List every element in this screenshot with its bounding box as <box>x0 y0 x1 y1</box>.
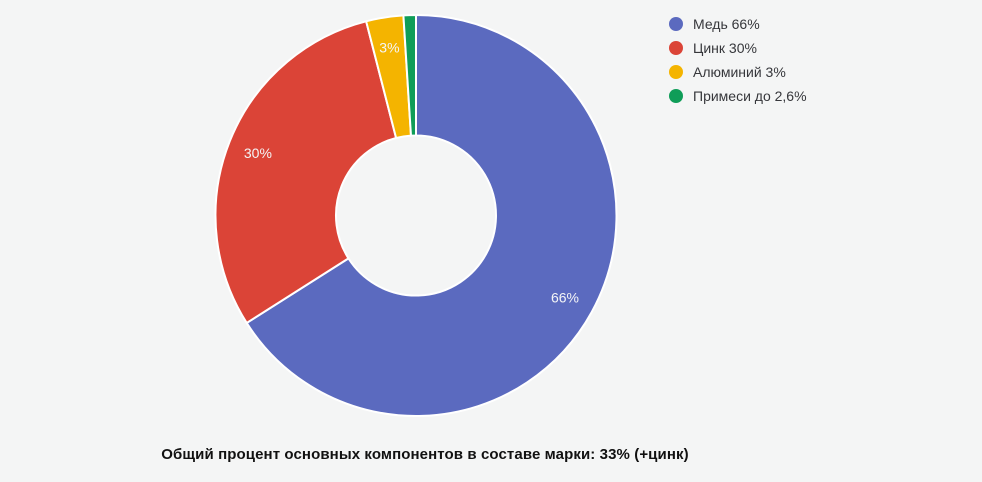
slice-label-aluminum: 3% <box>379 40 399 56</box>
slice-label-zinc: 30% <box>244 145 272 161</box>
legend-item-impurities[interactable]: Примеси до 2,6% <box>669 84 807 108</box>
chart-caption: Общий процент основных компонентов в сос… <box>161 446 689 463</box>
legend-dot-copper <box>669 17 683 31</box>
legend-dot-zinc <box>669 41 683 55</box>
legend-dot-impurities <box>669 89 683 103</box>
legend-item-copper[interactable]: Медь 66% <box>669 12 807 36</box>
legend-label-aluminum: Алюминий 3% <box>693 64 786 80</box>
legend-item-zinc[interactable]: Цинк 30% <box>669 36 807 60</box>
pie-slice-copper[interactable] <box>245 14 618 417</box>
pie-slice-zinc[interactable] <box>214 20 398 324</box>
slice-label-copper: 66% <box>551 289 579 305</box>
legend-label-copper: Медь 66% <box>693 16 760 32</box>
legend-item-aluminum[interactable]: Алюминий 3% <box>669 60 807 84</box>
legend-label-impurities: Примеси до 2,6% <box>693 88 807 104</box>
chart-legend: Медь 66% Цинк 30% Алюминий 3% Примеси до 2,… <box>669 12 807 108</box>
pie-slice-impurities[interactable] <box>402 14 417 137</box>
legend-label-zinc: Цинк 30% <box>693 40 757 56</box>
legend-dot-aluminum <box>669 65 683 79</box>
